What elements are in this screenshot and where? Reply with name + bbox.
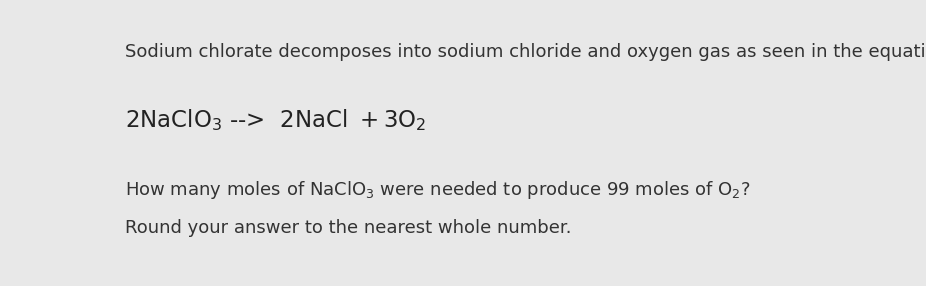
Text: Sodium chlorate decomposes into sodium chloride and oxygen gas as seen in the eq: Sodium chlorate decomposes into sodium c… [125,43,926,61]
Text: $\mathregular{2NaClO_3}$ -->  $\mathregular{2NaCl\ +3O_2}$: $\mathregular{2NaClO_3}$ --> $\mathregul… [125,107,427,133]
Text: How many moles of $\mathregular{NaClO_3}$ were needed to produce 99 moles of $\m: How many moles of $\mathregular{NaClO_3}… [125,179,751,201]
Text: Round your answer to the nearest whole number.: Round your answer to the nearest whole n… [125,219,571,237]
